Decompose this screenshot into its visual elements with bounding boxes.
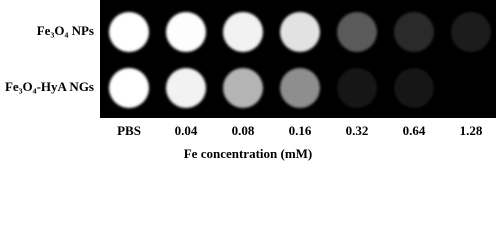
phantom-spot [394, 12, 434, 52]
column-label: 0.04 [175, 123, 198, 138]
row-label: Fe₃O₄ NPs [37, 23, 94, 38]
phantom-spot [451, 12, 491, 52]
phantom-spot [166, 68, 206, 108]
x-label: Fe concentration (mM) [184, 146, 313, 161]
phantom-spot [280, 12, 320, 52]
phantom-spot [223, 12, 263, 52]
phantom-spot [337, 12, 377, 52]
phantom-spot [280, 68, 320, 108]
column-label: 0.64 [403, 123, 426, 138]
phantom-spot [109, 12, 149, 52]
phantom-spot [223, 68, 263, 108]
row-label: Fe₃O₄-HyA NGs [5, 79, 94, 94]
phantom-spot [394, 68, 434, 108]
column-label: 0.16 [289, 123, 312, 138]
column-label: PBS [117, 123, 141, 138]
phantom-spot [337, 68, 377, 108]
column-label: 1.28 [460, 123, 483, 138]
figure: Fe concentration (mM) PBS 0.04 0.08 0.16 0.3… [5, 0, 496, 161]
phantom-spot [109, 68, 149, 108]
column-label: 0.08 [232, 123, 255, 138]
column-label: 0.32 [346, 123, 369, 138]
phantom-spot [451, 68, 491, 108]
phantom-spot [166, 12, 206, 52]
